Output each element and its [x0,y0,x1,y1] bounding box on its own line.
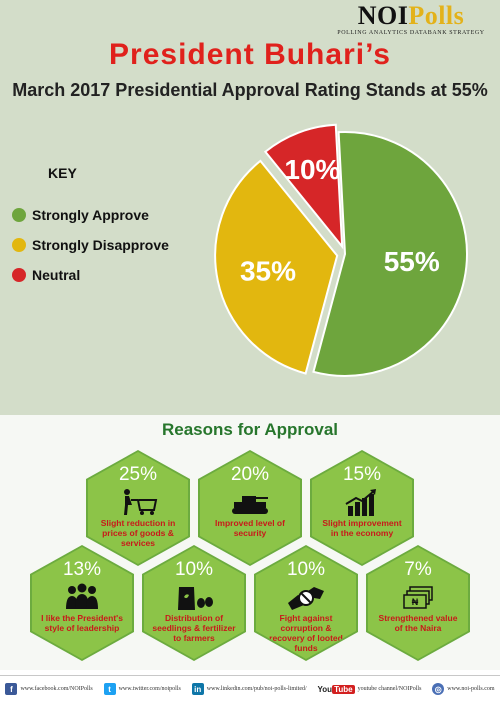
footer-linkedin[interactable]: in www.linkedin.com/pub/noi-polls-limite… [191,683,307,695]
globe-icon: ◎ [432,683,445,695]
youtube-you-text: You [317,684,333,694]
reason-percent: 20% [230,464,270,485]
reason-percent: 10% [286,559,326,580]
reason-percent: 7% [404,559,432,580]
reason-label: Strengthened value of the Naira [378,613,458,633]
legend-dot-red [12,268,26,282]
legend-label: Strongly Approve [32,207,149,223]
legend-dot-green [12,208,26,222]
pie-slice-label: 35% [240,255,296,286]
pie-slice-label: 10% [284,154,340,185]
reason-label: Slight reduction in prices of goods & se… [100,518,176,548]
seed-sack-icon [178,587,213,610]
logo-noi-text: NOI [357,1,409,30]
reasons-title: Reasons for Approval [161,420,339,439]
youtube-icon: You Tube [317,684,355,694]
footer-twitter[interactable]: t www.twitter.com/noipolls [103,683,181,695]
reason-label: Fight against corruption & recovery of l… [269,613,343,653]
footer-twitter-link[interactable]: www.twitter.com/noipolls [118,686,181,692]
footer-linkedin-link[interactable]: www.linkedin.com/pub/noi-polls-limited/ [206,686,307,692]
noi-polls-logo: NOIPolls POLLING ANALYTICS DATABANK STRA… [336,1,486,37]
shopping-cart-icon [124,489,158,515]
reason-label: Distribution of seedlings & fertilizer t… [152,613,236,643]
reason-percent: 10% [174,559,214,580]
pie-slice-neutral [263,123,344,250]
no-bribe-icon [288,587,324,610]
growth-chart-icon [345,489,376,516]
footer-website-link[interactable]: www.noi-polls.com [447,686,495,692]
pie-slice-strongly-disapprove [214,159,339,375]
legend-label: Strongly Disapprove [32,237,169,253]
legend-item-strongly-disapprove: Strongly Disapprove [12,230,169,260]
linkedin-icon: in [191,683,204,695]
logo-tagline: POLLING ANALYTICS DATABANK STRATEGY [337,30,485,36]
page-subtitle: March 2017 Presidential Approval Rating … [12,80,488,100]
reason-label: I like the President's style of leadersh… [41,613,123,633]
legend-label: Neutral [32,267,81,283]
naira-notes-icon: ₦ [403,586,433,609]
youtube-tube-text: Tube [332,684,355,694]
footer-youtube[interactable]: You Tube youtube channel/NOIPolls [317,684,422,694]
logo-polls-text: Polls [408,1,465,30]
footer-website[interactable]: ◎ www.noi-polls.com [432,683,495,695]
approval-pie-chart: 55% 35% 10% [214,123,468,377]
reason-percent: 25% [118,464,158,485]
social-footer: f www.facebook.com/NOIPolls t www.twitte… [0,675,500,702]
page-title: President Buhari’s [109,38,391,71]
reason-label: Improved level of security [215,518,285,538]
pie-slice-strongly-approve [312,131,468,377]
twitter-icon: t [103,683,116,695]
legend: Strongly Approve Strongly Disapprove Neu… [12,200,169,290]
reason-label: Slight improvement in the economy [322,518,402,538]
footer-facebook[interactable]: f www.facebook.com/NOIPolls [5,683,93,695]
legend-title: KEY [48,165,77,181]
reason-percent: 15% [342,464,382,485]
legend-item-strongly-approve: Strongly Approve [12,200,169,230]
tank-icon [232,496,268,514]
footer-facebook-link[interactable]: www.facebook.com/NOIPolls [20,686,93,692]
reason-percent: 13% [62,559,102,580]
reason-hexagon: 20% Improved level of security [198,450,302,566]
pie-slice-label: 55% [384,246,440,277]
legend-dot-yellow [12,238,26,252]
footer-youtube-link[interactable]: youtube channel/NOIPolls [357,686,422,692]
facebook-icon: f [5,683,18,695]
people-icon [66,583,98,609]
legend-item-neutral: Neutral [12,260,169,290]
svg-text:₦: ₦ [412,597,419,607]
